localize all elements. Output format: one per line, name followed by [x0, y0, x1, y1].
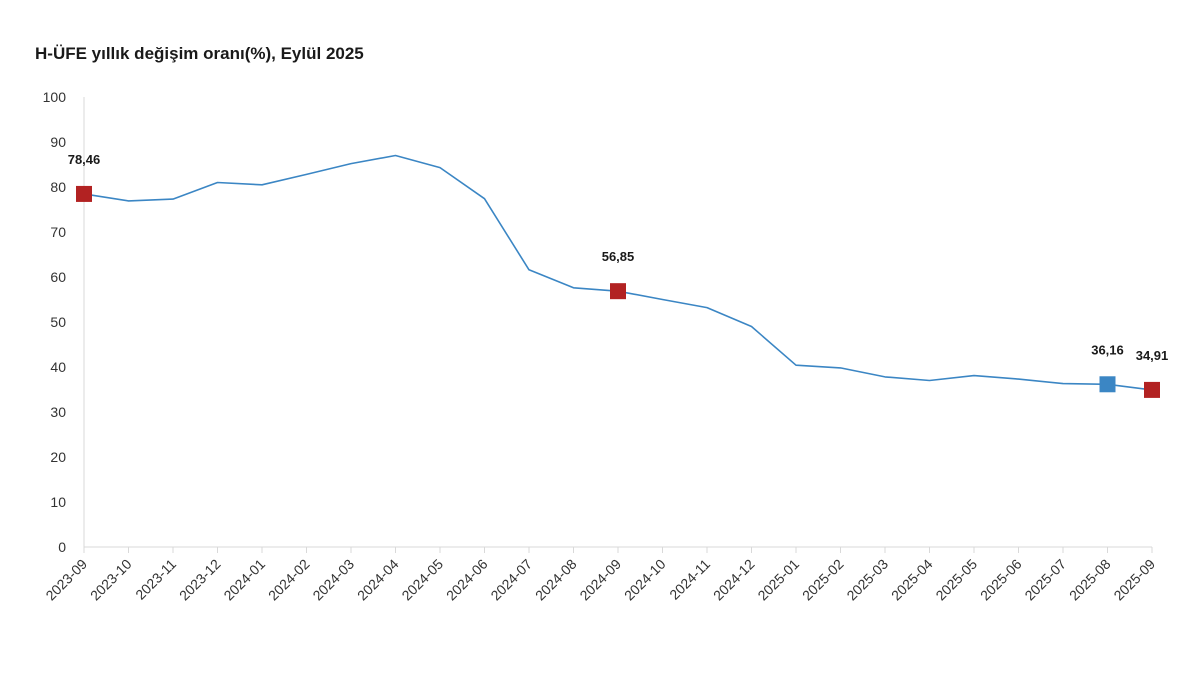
x-axis-ticks: 2023-092023-102023-112023-122024-012024-…	[42, 547, 1158, 603]
x-tick-label: 2023-12	[176, 556, 224, 604]
x-tick-label: 2025-06	[977, 556, 1025, 604]
data-label: 78,46	[68, 152, 101, 167]
x-tick-label: 2025-05	[932, 556, 980, 604]
y-tick-label: 20	[50, 449, 66, 465]
x-tick-label: 2023-11	[132, 556, 179, 603]
y-tick-label: 10	[50, 494, 66, 510]
y-tick-label: 70	[50, 224, 66, 240]
highlight-marker	[1099, 376, 1116, 393]
data-label: 56,85	[602, 249, 635, 264]
data-label: 34,91	[1136, 348, 1169, 363]
x-tick-label: 2025-01	[754, 556, 802, 604]
data-label: 36,16	[1091, 342, 1124, 357]
x-tick-label: 2025-08	[1066, 556, 1114, 604]
highlight-marker	[76, 185, 92, 202]
y-axis-ticks: 0 10 20 30 40 50 60 70 80 90 100	[43, 89, 67, 555]
x-tick-label: 2024-09	[576, 556, 624, 604]
data-labels: 78,46 56,85 36,16 34,91	[68, 152, 1169, 363]
x-tick-label: 2024-01	[220, 556, 268, 604]
x-tick-label: 2024-10	[621, 556, 669, 604]
x-tick-label: 2024-03	[309, 556, 357, 604]
series-layer	[83, 154, 1153, 391]
y-tick-label: 0	[58, 539, 66, 555]
x-tick-label: 2024-07	[487, 556, 535, 604]
y-tick-label: 80	[50, 179, 66, 195]
x-tick-label: 2023-09	[42, 556, 90, 604]
y-tick-label: 30	[50, 404, 66, 420]
x-tick-label: 2023-10	[87, 556, 135, 604]
highlight-markers	[76, 185, 1160, 398]
highlight-marker	[1144, 381, 1160, 398]
x-tick-label: 2025-04	[888, 556, 936, 604]
y-tick-label: 50	[50, 314, 66, 330]
x-tick-label: 2024-05	[398, 556, 446, 604]
y-tick-label: 100	[43, 89, 67, 105]
x-tick-label: 2025-03	[843, 556, 891, 604]
x-tick-label: 2025-09	[1110, 556, 1158, 604]
x-tick-label: 2024-02	[265, 556, 313, 604]
y-tick-label: 40	[50, 359, 66, 375]
x-tick-label: 2025-07	[1021, 556, 1069, 604]
chart-axes	[83, 97, 1152, 548]
y-tick-label: 90	[50, 134, 66, 150]
y-tick-label: 60	[50, 269, 66, 285]
x-tick-label: 2024-12	[710, 556, 758, 604]
x-tick-label: 2024-08	[532, 556, 580, 604]
x-tick-label: 2024-04	[354, 556, 402, 604]
x-tick-label: 2024-11	[666, 556, 713, 603]
x-tick-label: 2025-02	[799, 556, 847, 604]
series-line	[83, 154, 1153, 391]
highlight-marker	[610, 283, 626, 300]
x-tick-label: 2024-06	[443, 556, 491, 604]
chart-title: H-ÜFE yıllık değişim oranı(%), Eylül 202…	[35, 44, 364, 63]
